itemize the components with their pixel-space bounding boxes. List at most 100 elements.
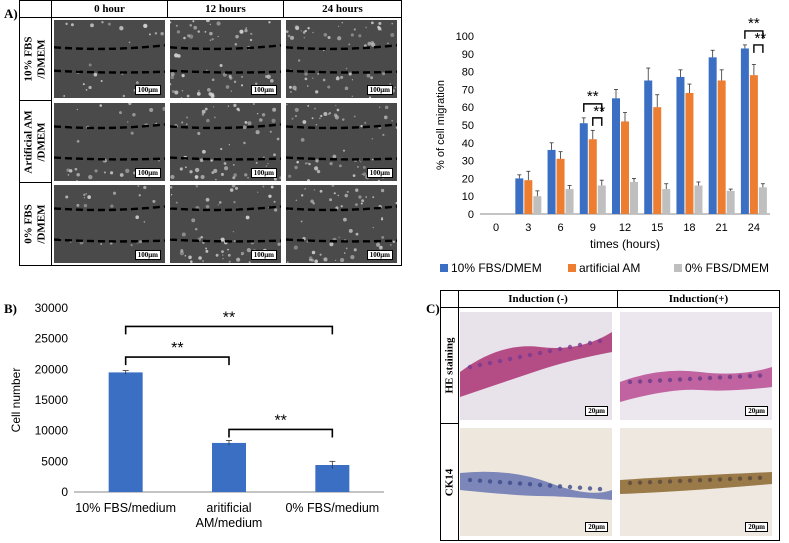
legend-label: 10% FBS/DMEM	[451, 261, 542, 275]
x-tick-label: 3	[525, 222, 531, 234]
y-tick-label: 30000	[35, 301, 69, 315]
micrograph: 100μm	[170, 103, 281, 181]
micrograph: 100μm	[54, 20, 165, 98]
significance-bracket	[124, 325, 334, 335]
y-tick-label: 50	[462, 120, 474, 132]
header-induction-minus: Induction (-)	[459, 291, 618, 308]
significance-bracket	[744, 30, 764, 39]
bar	[621, 121, 629, 214]
micrograph: 100μm	[170, 20, 281, 98]
bar	[758, 187, 767, 214]
y-tick-label: 25000	[35, 332, 69, 346]
micrograph: 100μm	[54, 103, 165, 181]
significance-label: **	[755, 30, 767, 47]
cell-number-chart: 0 5000 10000 15000 20000 25000 30000 Cell numbe…	[9, 301, 384, 530]
y-tick-label: 10	[462, 191, 474, 203]
y-tick-label: 0	[468, 209, 474, 221]
bar	[749, 75, 758, 214]
bar	[717, 80, 726, 214]
scale-bar-label: 100μm	[250, 85, 277, 95]
y-tick-label: 20000	[35, 362, 69, 376]
panel-b-letter: B)	[4, 301, 17, 316]
x-tick-label: 6	[557, 222, 563, 234]
significance-label: **	[171, 340, 183, 357]
scale-bar-label: 100μm	[250, 250, 277, 260]
bar	[685, 92, 694, 214]
bar	[644, 80, 653, 214]
x-tick-label: 0	[493, 222, 499, 234]
scale-bar-label: 100μm	[134, 168, 161, 178]
bar	[533, 196, 542, 214]
scale-bar-label: 20μm	[745, 406, 768, 416]
micrograph: 100μm	[54, 185, 165, 263]
x-tick-label: 24	[748, 222, 760, 234]
bar	[515, 178, 524, 214]
bar	[315, 465, 350, 492]
bar	[612, 98, 620, 214]
bar	[694, 185, 703, 214]
scale-bar-label: 100μm	[366, 85, 393, 95]
row-label-artificial-am: Artificial AM /DMEM	[20, 101, 52, 183]
bar	[630, 181, 638, 214]
y-axis-label: % of cell migration	[435, 80, 447, 170]
significance-bracket	[583, 103, 603, 112]
significance-bracket	[228, 428, 334, 438]
significance-label: **	[223, 309, 235, 326]
significance-label: **	[748, 15, 760, 32]
bar	[556, 158, 565, 214]
scale-bar-label: 20μm	[585, 522, 608, 532]
bar	[708, 57, 717, 214]
bar	[740, 48, 749, 215]
bar	[676, 76, 685, 214]
y-tick-label: 30	[462, 156, 474, 168]
row-label-10-fbs: 10% FBS /DMEM	[20, 18, 52, 101]
y-tick-label: 10000	[35, 424, 69, 438]
y-tick-label: 80	[462, 67, 474, 79]
header-12-hours: 12 hours	[168, 1, 284, 18]
header-24-hours: 24 hours	[284, 1, 401, 18]
y-tick-label: 5000	[41, 454, 68, 468]
legend-swatch	[440, 264, 448, 272]
ck14-stain-image: 20μm	[620, 428, 772, 536]
row-label-he-staining: HE staining	[441, 308, 459, 424]
bar	[108, 372, 143, 492]
y-tick-label: 100	[456, 31, 474, 43]
x-tick-label: 18	[683, 222, 695, 234]
bar	[588, 139, 597, 214]
x-tick-label: 21	[716, 222, 728, 234]
x-tick-label: 0% FBS/medium	[285, 501, 379, 515]
y-tick-label: 70	[462, 84, 474, 96]
scale-bar-label: 100μm	[366, 250, 393, 260]
scale-bar-label: 20μm	[745, 522, 768, 532]
bar	[579, 123, 588, 214]
micrograph: 100μm	[286, 103, 397, 181]
row-label-ck14: CK14	[441, 424, 459, 540]
row-label-0-fbs: 0% FBS /DMEM	[20, 183, 52, 265]
x-tick-label: 10% FBS/medium	[75, 501, 176, 515]
y-tick-label: 90	[462, 49, 474, 61]
y-axis-label: Cell number	[9, 368, 23, 433]
bar	[662, 189, 671, 214]
bar	[547, 149, 556, 214]
scale-bar-label: 100μm	[366, 168, 393, 178]
significance-bracket	[753, 44, 764, 53]
y-tick-label: 60	[462, 102, 474, 114]
x-axis-label: times (hours)	[590, 237, 660, 251]
significance-bracket	[592, 117, 603, 126]
scale-bar-label: 100μm	[134, 250, 161, 260]
scale-bar-label: 100μm	[250, 168, 277, 178]
bar	[726, 190, 735, 214]
significance-label: **	[274, 412, 286, 429]
y-tick-label: 0	[61, 485, 68, 499]
legend-swatch	[674, 264, 682, 272]
bar	[565, 189, 574, 214]
he-stain-image: 20μm	[460, 312, 612, 420]
header-induction-plus: Induction(+)	[618, 291, 779, 308]
micrograph: 100μm	[170, 185, 281, 263]
x-tick-label: 9	[590, 222, 596, 234]
significance-bracket	[124, 356, 230, 366]
micrograph: 100μm	[286, 20, 397, 98]
bar	[597, 185, 606, 214]
panel-c-letter: C)	[426, 301, 440, 316]
